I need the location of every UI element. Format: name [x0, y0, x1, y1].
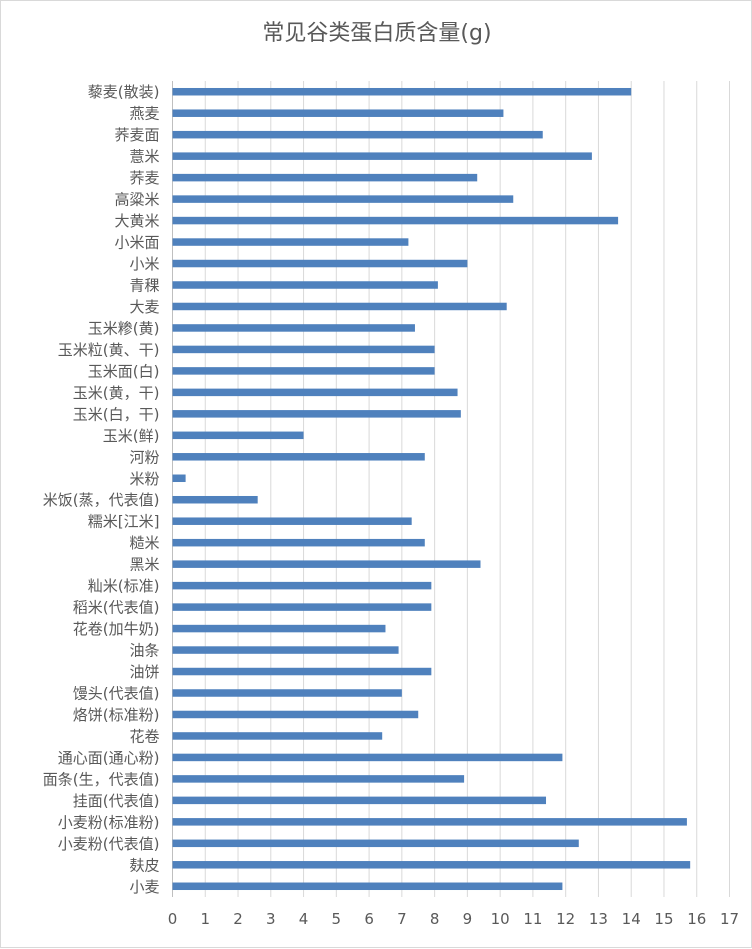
- bar: [172, 775, 465, 783]
- bar: [172, 603, 432, 611]
- category-label: 米粉: [129, 470, 159, 488]
- bar: [172, 152, 592, 160]
- bar: [172, 667, 432, 676]
- x-tick-label: 17: [720, 910, 739, 928]
- bar: [172, 646, 399, 654]
- bar: [172, 796, 547, 805]
- bar: [172, 195, 514, 203]
- category-label: 米饭(蒸，代表值): [43, 491, 160, 509]
- category-label: 薏米: [129, 148, 159, 166]
- category-label: 挂面(代表值): [73, 792, 160, 810]
- category-label: 玉米粒(黄、干): [58, 341, 160, 359]
- bar: [172, 410, 461, 418]
- category-label: 荞麦面: [114, 126, 159, 144]
- category-label: 糯米[江米]: [88, 513, 160, 531]
- x-tick-label: 0: [168, 910, 178, 928]
- x-tick-label: 7: [397, 910, 407, 928]
- x-tick-label: 4: [299, 910, 309, 928]
- x-tick-label: 8: [430, 910, 440, 928]
- category-label: 大麦: [129, 298, 159, 316]
- bar: [172, 431, 304, 440]
- x-tick-label: 6: [364, 910, 374, 928]
- bar: [172, 453, 425, 461]
- x-tick-label: 14: [622, 910, 641, 928]
- category-label: 玉米糁(黄): [88, 319, 160, 337]
- bar: [172, 281, 438, 289]
- category-label: 青稞: [129, 277, 159, 295]
- category-label: 燕麦: [129, 105, 159, 123]
- bar: [172, 173, 478, 182]
- category-label: 糙米: [129, 534, 159, 552]
- category-label: 油饼: [129, 663, 159, 681]
- bar: [172, 689, 402, 697]
- bar: [172, 624, 386, 633]
- x-tick-label: 1: [200, 910, 210, 928]
- bar: [172, 882, 563, 891]
- x-tick-label: 9: [463, 910, 473, 928]
- category-label: 藜麦(散装): [88, 83, 160, 101]
- category-label: 玉米面(白): [88, 362, 160, 380]
- x-tick-label: 12: [556, 910, 575, 928]
- bar: [172, 732, 383, 740]
- bar: [172, 839, 579, 848]
- chart-title: 常见谷类蛋白质含量(g): [262, 21, 492, 46]
- category-label: 玉米(鲜): [103, 427, 160, 445]
- bar: [172, 87, 632, 96]
- bar: [172, 560, 481, 568]
- bar: [172, 517, 412, 525]
- x-tick-label: 10: [491, 910, 510, 928]
- category-label: 河粉: [129, 448, 159, 466]
- bar: [172, 710, 419, 719]
- category-label: 玉米(白，干): [73, 405, 160, 423]
- category-label: 黑米: [129, 556, 159, 574]
- category-label: 通心面(通心粉): [58, 749, 160, 767]
- bar: [172, 109, 504, 117]
- bar: [172, 345, 435, 354]
- x-tick-label: 5: [332, 910, 342, 928]
- bar: [172, 753, 563, 762]
- category-label: 面条(生，代表值): [43, 770, 160, 788]
- bar: [172, 474, 186, 483]
- x-tick-label: 3: [266, 910, 276, 928]
- bar: [172, 259, 468, 268]
- bar: [172, 495, 258, 504]
- bar: [172, 818, 687, 826]
- bar: [172, 388, 458, 397]
- bar: [172, 130, 543, 139]
- category-label: 荞麦: [129, 169, 159, 187]
- category-label: 油条: [129, 642, 159, 660]
- category-label: 小米: [129, 255, 159, 273]
- x-tick-label: 2: [233, 910, 243, 928]
- category-label: 高粱米: [114, 191, 159, 209]
- category-label: 小麦粉(标准粉): [58, 813, 160, 831]
- bar: [172, 861, 691, 869]
- bar: [172, 302, 507, 311]
- bar: [172, 216, 619, 225]
- bar: [172, 324, 415, 332]
- x-tick-label: 16: [687, 910, 706, 928]
- category-label: 烙饼(标准粉): [73, 706, 160, 724]
- category-label: 小麦: [129, 878, 159, 896]
- bar: [172, 238, 409, 246]
- x-tick-label: 13: [589, 910, 608, 928]
- category-label: 小米面: [114, 234, 159, 252]
- category-label: 小麦粉(代表值): [58, 835, 160, 853]
- x-tick-label: 11: [523, 910, 542, 928]
- bar: [172, 581, 432, 590]
- category-label: 稻米(代表值): [73, 599, 160, 617]
- category-label: 馒头(代表值): [73, 685, 160, 703]
- bar: [172, 367, 435, 375]
- category-label: 麸皮: [129, 856, 159, 874]
- category-label: 大黄米: [114, 212, 159, 230]
- x-tick-label: 15: [654, 910, 673, 928]
- category-label: 花卷(加牛奶): [73, 620, 160, 638]
- category-label: 花卷: [129, 727, 159, 745]
- category-label: 籼米(标准): [88, 577, 160, 595]
- bar: [172, 538, 425, 547]
- category-label: 玉米(黄，干): [73, 384, 160, 402]
